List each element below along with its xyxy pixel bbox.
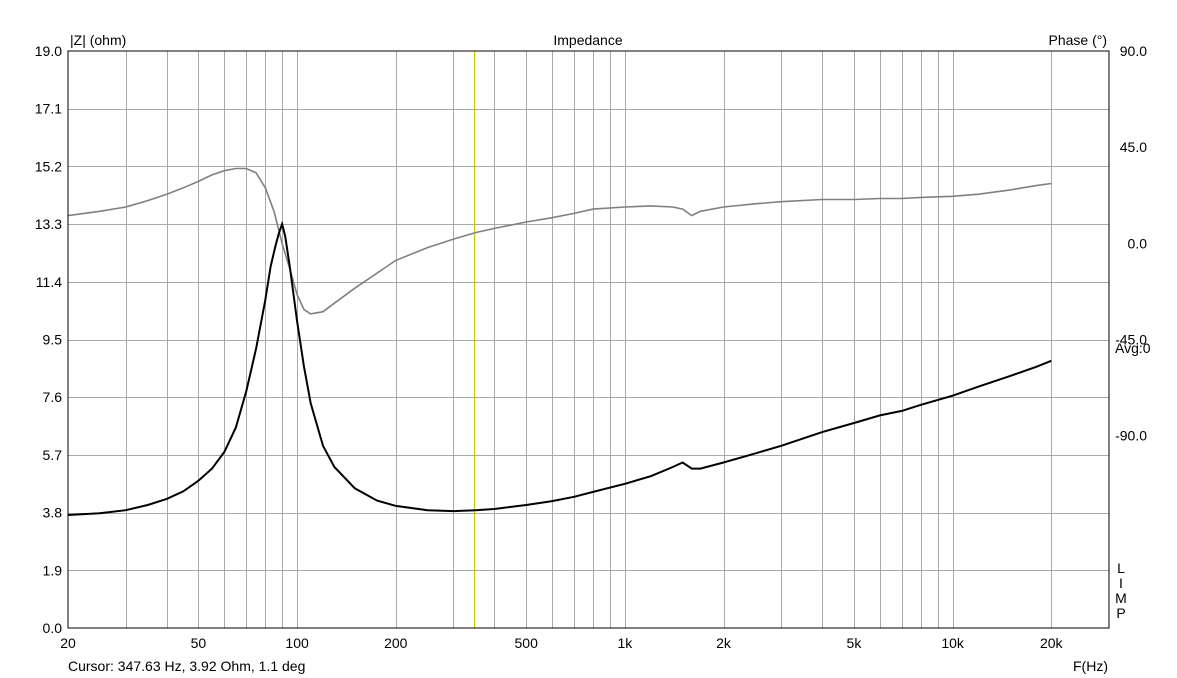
- y-tick-label: 15.2: [35, 158, 62, 174]
- x-tick-label: 10k: [941, 635, 965, 651]
- y-tick-label: 19.0: [35, 43, 62, 59]
- side-label-i: I: [1119, 575, 1123, 591]
- phase-series-line: [67, 167, 1052, 315]
- side-label-m: M: [1115, 590, 1127, 606]
- avg-label: Avg:0: [1115, 340, 1151, 356]
- x-tick-label: 1k: [617, 635, 633, 651]
- impedance-series-line: [67, 220, 1052, 516]
- cursor-readout: Cursor: 347.63 Hz, 3.92 Ohm, 1.1 deg: [68, 658, 305, 674]
- x-axis-label: F(Hz): [1073, 658, 1108, 674]
- x-tick-label: 200: [384, 635, 408, 651]
- tick-labels: 19.0 17.1 15.2 13.3 11.4 9.5 7.6 5.7 3.8 1.9 0.0 90…: [35, 43, 1147, 651]
- y-axis-label: |Z| (ohm): [70, 32, 126, 48]
- y-tick-label: 1.9: [43, 562, 63, 578]
- x-tick-label: 100: [285, 635, 309, 651]
- y2-tick-label: 45.0: [1120, 139, 1147, 155]
- x-tick-label: 500: [515, 635, 539, 651]
- x-tick-label: 20k: [1040, 635, 1064, 651]
- x-tick-label: 50: [191, 635, 207, 651]
- x-tick-label: 5k: [847, 635, 863, 651]
- x-tick-label: 20: [60, 635, 76, 651]
- y2-tick-label: -90.0: [1115, 428, 1147, 444]
- grid: [68, 51, 1109, 628]
- y-tick-label: 9.5: [43, 332, 63, 348]
- x-tick-label: 2k: [716, 635, 732, 651]
- side-label-l: L: [1117, 560, 1125, 576]
- y-tick-label: 3.8: [43, 505, 63, 521]
- y-tick-label: 7.6: [43, 389, 63, 405]
- y2-axis-label: Phase (°): [1048, 32, 1107, 48]
- plot-frame: [67, 50, 1110, 629]
- side-label-p: P: [1116, 605, 1126, 621]
- y-tick-label: 11.4: [36, 274, 62, 290]
- y-tick-label: 0.0: [43, 620, 63, 636]
- chart-title: Impedance: [553, 32, 622, 48]
- y-tick-label: 13.3: [35, 216, 62, 232]
- y2-tick-label: 0.0: [1128, 235, 1148, 251]
- y-tick-label: 17.1: [35, 101, 62, 117]
- y2-tick-label: -45.0: [1115, 332, 1147, 348]
- y2-tick-label: 90.0: [1120, 43, 1147, 59]
- y-tick-label: 5.7: [43, 447, 63, 463]
